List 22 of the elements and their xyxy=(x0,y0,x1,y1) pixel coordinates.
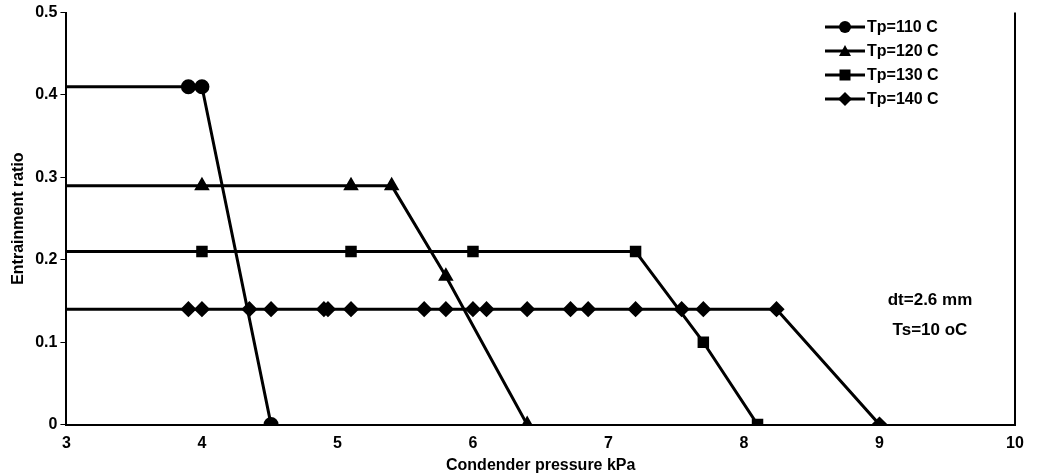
annotation: Ts=10 oC xyxy=(891,318,969,341)
y-tick-label: 0.5 xyxy=(35,3,58,21)
x-tick-label: 9 xyxy=(875,433,885,451)
y-tick-label: 0.3 xyxy=(35,167,58,185)
legend-label: Tp=130 C xyxy=(867,64,939,85)
x-tick-label: 7 xyxy=(604,433,614,451)
y-axis-title: Entrainment ratio xyxy=(9,152,27,285)
legend-label: Tp=120 C xyxy=(867,40,939,61)
y-tick-label: 0 xyxy=(48,415,58,433)
x-tick-label: 6 xyxy=(468,433,478,451)
x-tick-label: 8 xyxy=(739,433,749,451)
x-tick-label: 3 xyxy=(61,433,71,451)
x-tick-label: 4 xyxy=(197,433,207,451)
legend-label: Tp=140 C xyxy=(867,88,939,109)
x-tick-label: 5 xyxy=(333,433,343,451)
y-tick-label: 0.1 xyxy=(35,332,58,350)
x-tick-label: 10 xyxy=(1006,433,1024,451)
annotation: dt=2.6 mm xyxy=(886,288,974,311)
y-tick-label: 0.2 xyxy=(35,250,58,268)
x-axis-title: Condender pressure kPa xyxy=(446,455,636,473)
y-tick-label: 0.4 xyxy=(35,85,58,103)
legend-label: Tp=110 C xyxy=(867,16,938,37)
